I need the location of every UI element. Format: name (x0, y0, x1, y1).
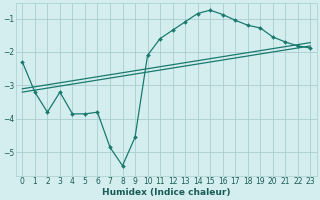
X-axis label: Humidex (Indice chaleur): Humidex (Indice chaleur) (102, 188, 231, 197)
